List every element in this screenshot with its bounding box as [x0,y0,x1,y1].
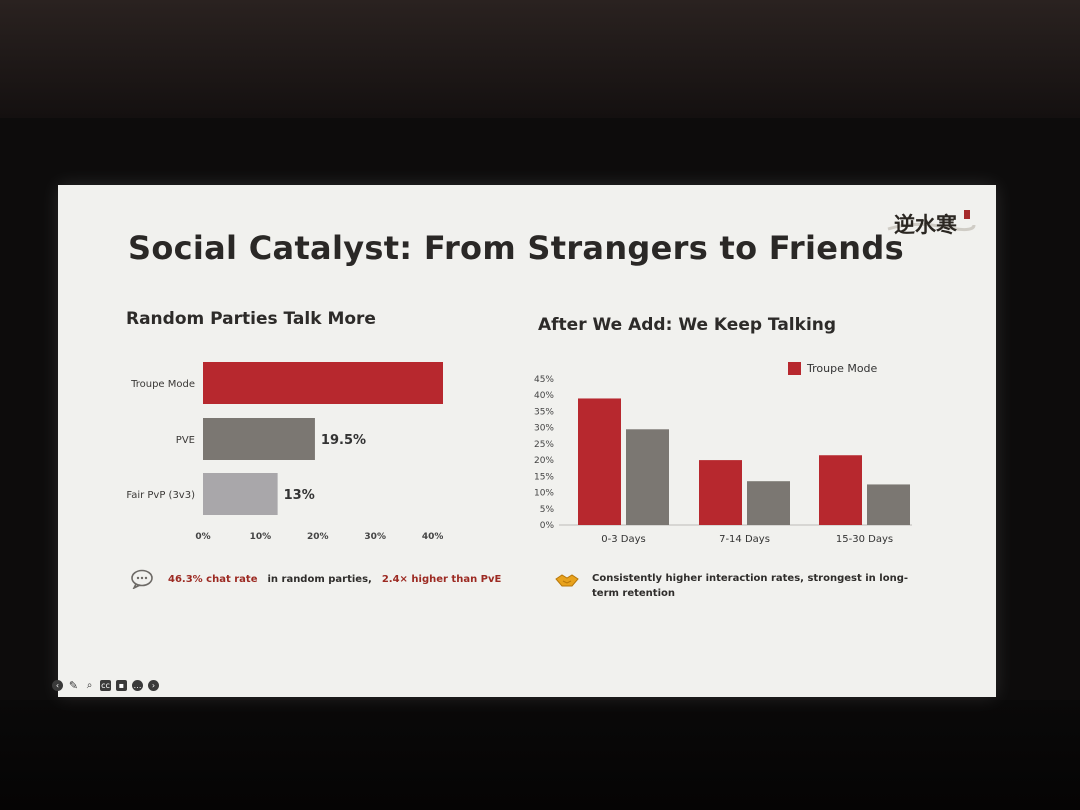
y-tick-label: 25% [534,440,554,450]
bar-value-label: 13% [284,488,315,503]
x-tick-label: 20% [307,532,329,542]
bar [747,481,790,525]
captions-icon[interactable]: cc [100,680,111,691]
presentation-slide: Social Catalyst: From Strangers to Frien… [52,185,996,697]
y-tick-label: 30% [534,424,554,434]
y-tick-label: 10% [534,489,554,499]
bar [626,429,669,525]
chart-legend: Troupe Mode [788,362,877,375]
y-tick-label: 15% [534,472,554,482]
chat-bubble-icon [131,569,153,589]
y-tick-label: 5% [540,505,555,515]
game-logo: 逆水寒 [887,210,976,237]
bar-category-label: Troupe Mode [130,379,195,390]
bar [203,418,315,460]
y-tick-label: 0% [540,521,555,531]
bar-category-label: PVE [176,435,195,446]
legend-label-troupe: Troupe Mode [807,362,878,375]
left-note: 46.3% chat rate in random parties, 2.4× … [130,569,511,589]
x-category-label: 15-30 Days [836,534,893,545]
x-category-label: 7-14 Days [719,534,770,545]
bar [578,398,621,525]
retention-bar-chart: 0% 5% 10% 15% 20% 25% 30% 35% 40% 45% 0-3 Days 7-14… [534,375,912,545]
x-category-label: 0-3 Days [601,534,645,545]
pen-icon[interactable]: ✎ [68,679,79,692]
bar [203,362,443,404]
room-background-top [0,0,1080,118]
bar-category-label: Fair PvP (3v3) [126,490,195,501]
right-panel-title: After We Add: We Keep Talking [538,315,837,335]
y-tick-label: 45% [534,375,554,385]
more-icon[interactable]: … [132,680,143,691]
right-note: Consistently higher interaction rates, s… [554,571,914,601]
x-tick-label: 30% [364,532,386,542]
note-highlight-multiplier: 2.4× higher than PvE [381,573,502,585]
y-tick-label: 20% [534,456,554,466]
bar [203,473,278,515]
y-tick-label: 40% [534,391,554,401]
slide-title: Social Catalyst: From Strangers to Frien… [128,229,904,267]
x-tick-label: 10% [250,532,272,542]
handshake-icon [555,574,579,587]
left-panel-title: Random Parties Talk More [126,309,376,329]
note-highlight-chat-rate: 46.3% chat rate [168,573,258,585]
logo-text: 逆水寒 [894,212,957,237]
note-text: in random parties, [267,573,372,585]
right-note-text: Consistently higher interaction rates, s… [592,573,909,599]
camera-icon[interactable]: ▪ [116,680,127,691]
presenter-toolbar: ‹ ✎ ⌕ cc ▪ … › [52,680,164,691]
x-tick-label: 0% [195,532,210,542]
room-background-bottom [0,700,1080,810]
bar-value-label: 19.5% [321,433,366,448]
legend-swatch-troupe [788,362,801,375]
forward-icon[interactable]: › [148,680,159,691]
x-tick-label: 40% [422,532,443,542]
zoom-icon[interactable]: ⌕ [86,680,93,691]
bar [819,455,862,525]
back-icon[interactable]: ‹ [52,680,63,691]
bar [699,460,742,525]
y-tick-label: 35% [534,407,554,417]
bar [867,484,910,525]
